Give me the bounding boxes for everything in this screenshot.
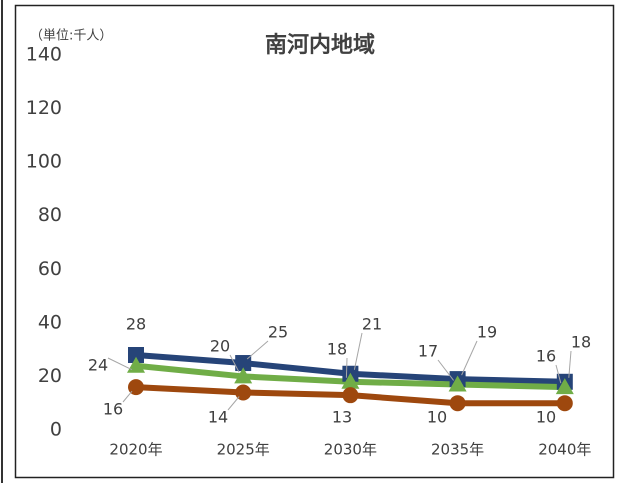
marker [449, 395, 466, 412]
leader-line [246, 340, 269, 360]
marker [342, 387, 359, 404]
data-label: 13 [332, 408, 352, 427]
leader-line [568, 350, 572, 378]
data-label: 24 [88, 356, 108, 375]
data-label: 14 [208, 408, 228, 427]
x-tick-label: 2040年 [538, 441, 591, 459]
data-label: 16 [103, 400, 123, 419]
leader-line [107, 357, 133, 371]
data-label: 17 [418, 342, 438, 361]
leader-line [353, 332, 363, 370]
unit-label: （単位:千人） [30, 28, 112, 44]
y-tick-label: 0 [50, 419, 62, 441]
data-label: 25 [268, 323, 288, 342]
marker [341, 372, 360, 389]
leader-line [227, 396, 240, 411]
x-tick-label: 2020年 [109, 441, 162, 459]
marker [555, 378, 574, 395]
data-label: 10 [536, 408, 556, 427]
leader-line [461, 340, 478, 376]
y-tick-label: 140 [26, 44, 62, 66]
data-label: 21 [362, 315, 382, 334]
marker [234, 367, 253, 384]
marker [128, 347, 144, 363]
chart-frame [14, 4, 615, 479]
chart-title: 南河内地域 [265, 32, 375, 58]
leader-line [555, 364, 562, 384]
y-tick-label: 120 [26, 97, 62, 119]
y-tick-label: 100 [26, 151, 62, 173]
y-tick-label: 60 [38, 258, 62, 280]
leader-line [437, 359, 454, 381]
data-label: 10 [427, 408, 447, 427]
y-tick-label: 80 [38, 204, 62, 226]
marker [448, 375, 467, 392]
leader-line [229, 354, 240, 373]
y-tick-label: 40 [38, 311, 62, 333]
data-label: 20 [210, 337, 230, 356]
y-tick-label: 20 [38, 365, 62, 387]
marker [127, 356, 145, 373]
leader-line [345, 357, 348, 378]
x-tick-label: 2035年 [431, 441, 484, 459]
x-tick-label: 2025年 [217, 441, 270, 459]
data-label: 18 [327, 340, 347, 359]
leader-line [122, 390, 133, 403]
marker [556, 395, 573, 412]
x-tick-label: 2030年 [324, 441, 377, 459]
data-label: 18 [571, 333, 591, 352]
data-label: 19 [477, 323, 497, 342]
data-label: 28 [126, 315, 146, 334]
data-label: 16 [536, 347, 556, 366]
